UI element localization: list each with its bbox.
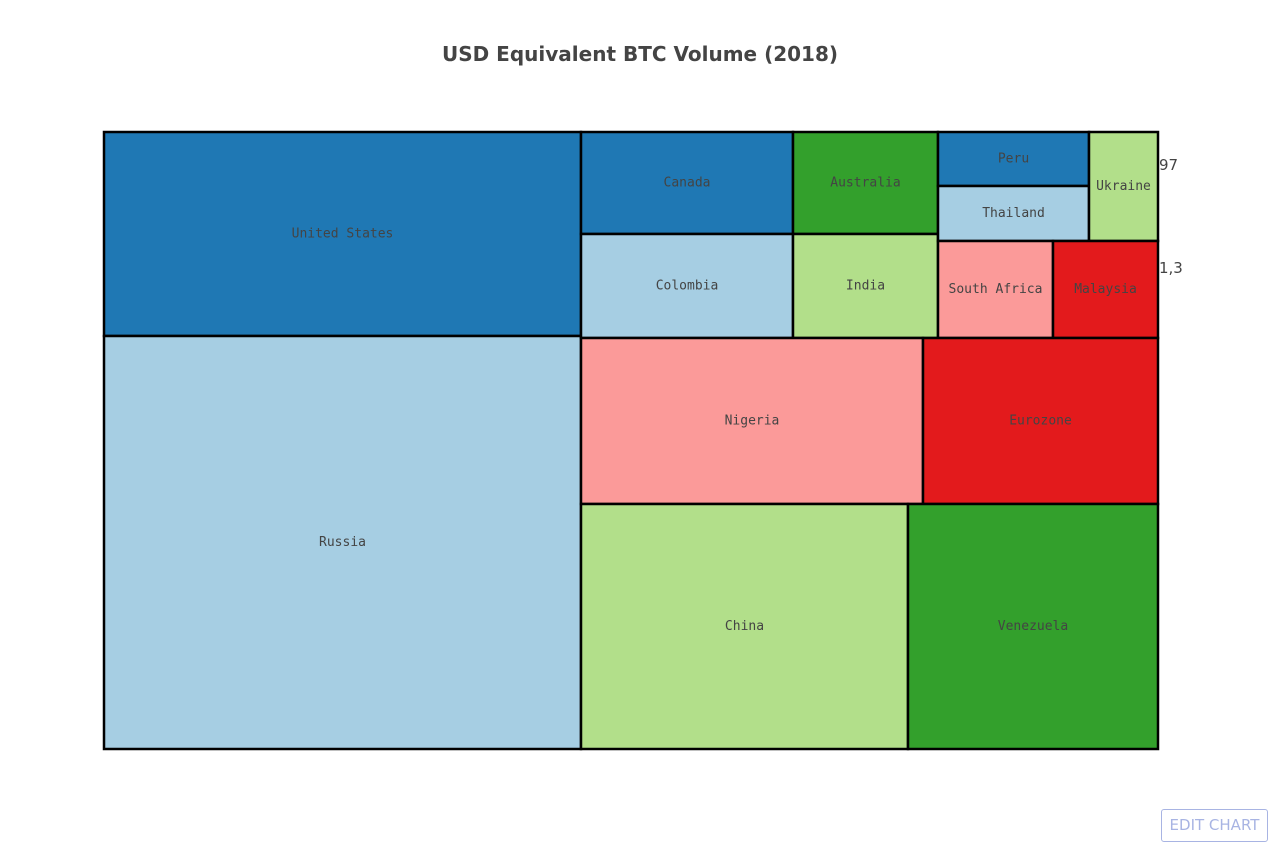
treemap-label: United States [292, 227, 394, 242]
treemap-cell-nigeria[interactable]: Nigeria [579, 336, 925, 506]
treemap-cell-south-africa[interactable]: South Africa [936, 239, 1055, 340]
treemap-cell-venezuela[interactable]: Venezuela [906, 502, 1160, 751]
treemap-label: Australia [830, 176, 900, 191]
treemap-cell-united-states[interactable]: United States [102, 130, 583, 338]
treemap-cell-china[interactable]: China [579, 502, 910, 751]
treemap-label: Venezuela [998, 619, 1068, 634]
chart-title: USD Equivalent BTC Volume (2018) [441, 42, 839, 66]
treemap-rect[interactable] [906, 502, 1160, 751]
treemap-label: Russia [319, 535, 366, 550]
treemap-cell-thailand[interactable]: Thailand [936, 184, 1091, 243]
treemap-label: Nigeria [725, 414, 780, 429]
treemap-cell-peru[interactable]: Peru [936, 130, 1091, 188]
treemap-label: India [846, 279, 885, 294]
edit-chart-button[interactable]: EDIT CHART [1161, 809, 1268, 842]
treemap-rect[interactable] [921, 336, 1160, 506]
treemap-label: Ukraine [1096, 179, 1151, 194]
treemap-cell-eurozone[interactable]: Eurozone [921, 336, 1160, 506]
treemap-rect[interactable] [579, 130, 795, 236]
treemap-rect[interactable] [936, 239, 1055, 340]
treemap-label: Peru [998, 152, 1029, 167]
treemap-rect[interactable] [1087, 130, 1160, 243]
treemap-label: Malaysia [1074, 282, 1137, 297]
treemap-label: Eurozone [1009, 414, 1072, 429]
treemap-rect[interactable] [936, 184, 1091, 243]
treemap-cell-canada[interactable]: Canada [579, 130, 795, 236]
clipped-value-label: 97 [1159, 156, 1178, 174]
treemap-cell-australia[interactable]: Australia [791, 130, 940, 236]
treemap-cell-russia[interactable]: Russia [102, 334, 583, 751]
treemap-label: China [725, 619, 764, 634]
treemap-cell-malaysia[interactable]: Malaysia [1051, 239, 1160, 340]
treemap-rect[interactable] [579, 336, 925, 506]
treemap-label: Thailand [982, 206, 1045, 221]
treemap-label: Colombia [656, 279, 719, 294]
treemap-cell-ukraine[interactable]: Ukraine [1087, 130, 1160, 243]
treemap-label: Canada [664, 176, 711, 191]
clipped-value-label: 1,3 [1159, 259, 1183, 277]
treemap-label: South Africa [949, 282, 1043, 297]
treemap-cell-colombia[interactable]: Colombia [579, 232, 795, 340]
treemap-rect[interactable] [102, 130, 583, 338]
treemap-rect[interactable] [579, 502, 910, 751]
treemap-cell-india[interactable]: India [791, 232, 940, 340]
treemap-rect[interactable] [102, 334, 583, 751]
